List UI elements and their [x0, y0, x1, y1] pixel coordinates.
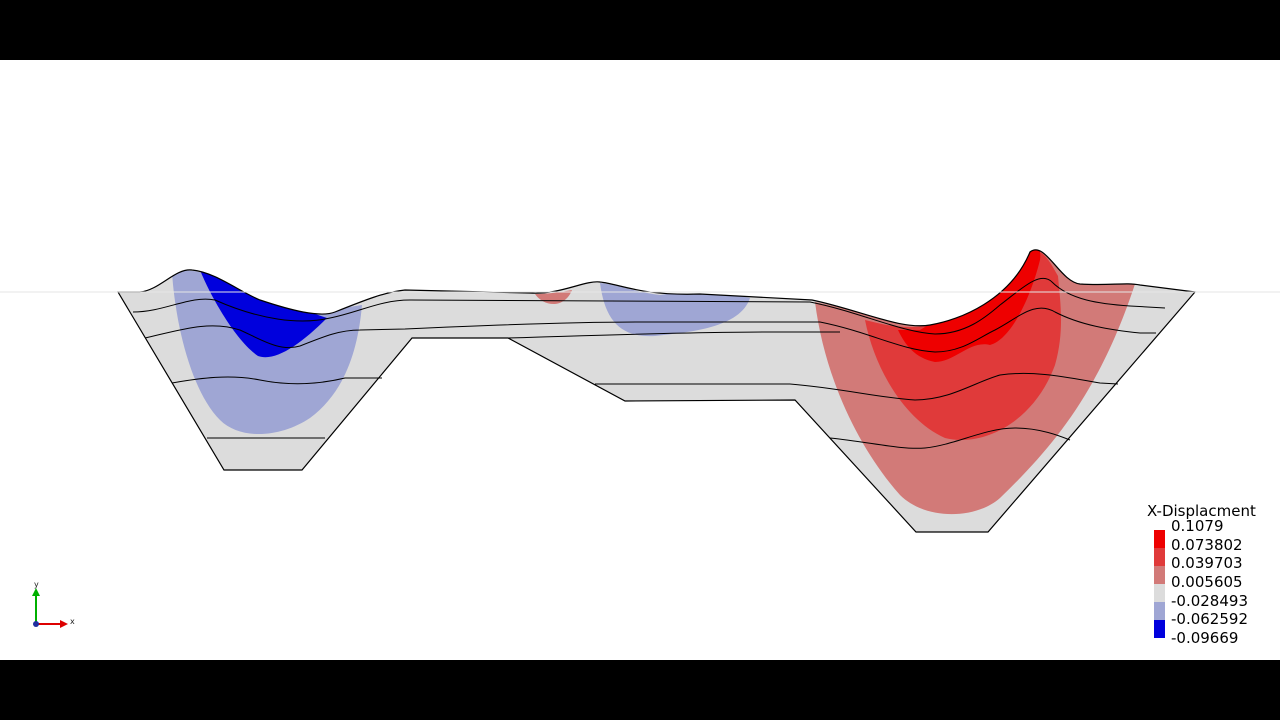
legend-label-1: 0.073802 [1171, 536, 1243, 554]
axis-x-label: x [70, 617, 75, 626]
legend-swatch-top [1154, 530, 1165, 548]
contour-blue-light-middle [600, 283, 750, 337]
displacement-contour-plot [0, 249, 1280, 533]
layer-line-4 [171, 376, 382, 385]
legend-label-6: -0.09669 [1171, 629, 1239, 647]
legend-title: X-Displacment [1147, 502, 1256, 520]
layer-line-1 [132, 277, 1166, 335]
axes-triad: y x [28, 580, 84, 632]
layer-line-2 [144, 307, 1156, 353]
legend-label-0: 0.1079 [1171, 517, 1224, 535]
legend-label-2: 0.039703 [1171, 554, 1243, 572]
legend-label-3: 0.005605 [1171, 573, 1243, 591]
color-legend: X-Displacment [1146, 441, 1276, 591]
render-canvas[interactable] [0, 60, 1280, 660]
legend-swatch-light-blue [1154, 602, 1165, 620]
axes-triad-icon [32, 588, 68, 628]
layer-line-5 [595, 372, 1119, 401]
legend-swatch-light-red [1154, 566, 1165, 584]
axis-y-label: y [34, 580, 39, 589]
legend-swatch-neutral [1154, 584, 1165, 602]
legend-label-5: -0.062592 [1171, 610, 1248, 628]
legend-swatch-mid-red [1154, 548, 1165, 566]
layer-line-7 [829, 427, 1071, 449]
legend-label-4: -0.028493 [1171, 592, 1248, 610]
legend-swatch-strong-blue [1154, 620, 1165, 638]
domain-outline [116, 249, 1197, 533]
legend-body: 0.1079 0.073802 0.039703 0.005605 -0.028… [1146, 441, 1276, 651]
